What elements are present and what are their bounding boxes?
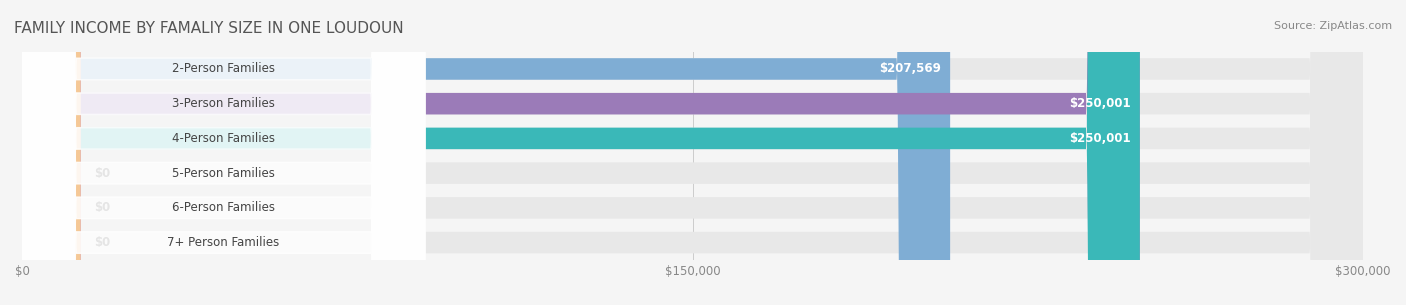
FancyBboxPatch shape <box>22 0 80 305</box>
FancyBboxPatch shape <box>22 0 425 305</box>
Text: Source: ZipAtlas.com: Source: ZipAtlas.com <box>1274 21 1392 31</box>
Text: FAMILY INCOME BY FAMALIY SIZE IN ONE LOUDOUN: FAMILY INCOME BY FAMALIY SIZE IN ONE LOU… <box>14 21 404 36</box>
Text: 5-Person Families: 5-Person Families <box>172 167 276 180</box>
FancyBboxPatch shape <box>22 0 1140 305</box>
FancyBboxPatch shape <box>22 0 425 305</box>
FancyBboxPatch shape <box>22 0 80 305</box>
FancyBboxPatch shape <box>22 0 425 305</box>
FancyBboxPatch shape <box>22 0 425 305</box>
Text: 2-Person Families: 2-Person Families <box>172 63 276 75</box>
Text: $0: $0 <box>94 236 110 249</box>
Text: 6-Person Families: 6-Person Families <box>172 201 276 214</box>
FancyBboxPatch shape <box>22 0 1364 305</box>
FancyBboxPatch shape <box>22 0 1364 305</box>
FancyBboxPatch shape <box>22 0 1140 305</box>
Text: $0: $0 <box>94 201 110 214</box>
Text: 4-Person Families: 4-Person Families <box>172 132 276 145</box>
Text: 3-Person Families: 3-Person Families <box>172 97 276 110</box>
FancyBboxPatch shape <box>22 0 425 305</box>
FancyBboxPatch shape <box>22 0 80 305</box>
Text: $250,001: $250,001 <box>1069 132 1130 145</box>
FancyBboxPatch shape <box>22 0 950 305</box>
Text: 7+ Person Families: 7+ Person Families <box>167 236 280 249</box>
FancyBboxPatch shape <box>22 0 1364 305</box>
Text: $207,569: $207,569 <box>879 63 941 75</box>
FancyBboxPatch shape <box>22 0 1364 305</box>
Text: $0: $0 <box>94 167 110 180</box>
FancyBboxPatch shape <box>22 0 1364 305</box>
FancyBboxPatch shape <box>22 0 425 305</box>
FancyBboxPatch shape <box>22 0 1364 305</box>
Text: $250,001: $250,001 <box>1069 97 1130 110</box>
